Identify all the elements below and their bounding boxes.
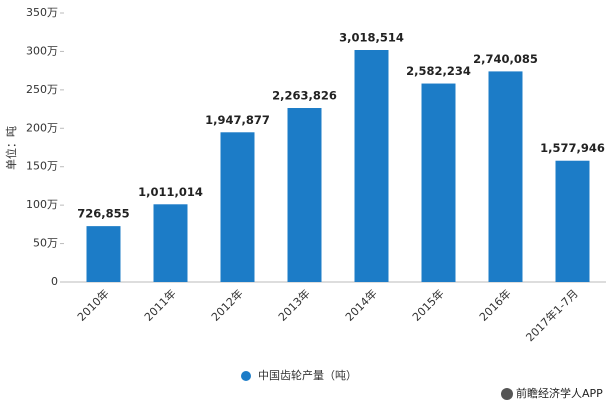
x-tick-label: 2010年 xyxy=(74,286,111,323)
x-tick-label: 2011年 xyxy=(141,286,178,323)
value-label: 1,947,877 xyxy=(205,113,270,127)
y-axis-label: 单位：吨 xyxy=(4,126,18,170)
value-label: 1,577,946 xyxy=(540,141,605,155)
value-label: 1,011,014 xyxy=(138,185,203,199)
value-label: 2,740,085 xyxy=(473,52,538,66)
value-label: 3,018,514 xyxy=(339,31,404,45)
y-tick-label: 300万 xyxy=(26,44,58,57)
bar xyxy=(421,83,456,283)
value-label: 726,855 xyxy=(77,207,129,221)
y-tick-label: 200万 xyxy=(26,121,58,134)
source-icon xyxy=(501,388,513,400)
bar xyxy=(287,108,322,282)
x-tick-label: 2017年1-7月 xyxy=(523,286,581,344)
x-tick-label: 2015年 xyxy=(409,286,446,323)
legend-swatch xyxy=(241,371,251,381)
y-tick-label: 0 xyxy=(51,275,58,288)
y-tick-label: 150万 xyxy=(26,160,58,173)
x-tick-label: 2014年 xyxy=(342,286,379,323)
x-tick-label: 2016年 xyxy=(476,286,513,323)
source: 前瞻经济学人APP xyxy=(516,386,603,400)
legend-label: 中国齿轮产量（吨） xyxy=(258,368,357,382)
bar xyxy=(354,50,389,282)
x-tick-label: 2013年 xyxy=(275,286,312,323)
bar xyxy=(86,226,121,282)
bar xyxy=(220,132,255,282)
bar xyxy=(153,204,188,282)
y-tick-label: 50万 xyxy=(33,237,58,250)
bar xyxy=(555,160,590,282)
y-tick-label: 100万 xyxy=(26,198,58,211)
value-label: 2,263,826 xyxy=(272,89,337,103)
y-tick-label: 350万 xyxy=(26,6,58,19)
y-tick-label: 250万 xyxy=(26,83,58,96)
value-label: 2,582,234 xyxy=(406,64,471,78)
x-tick-label: 2012年 xyxy=(208,286,245,323)
bar xyxy=(488,71,523,282)
